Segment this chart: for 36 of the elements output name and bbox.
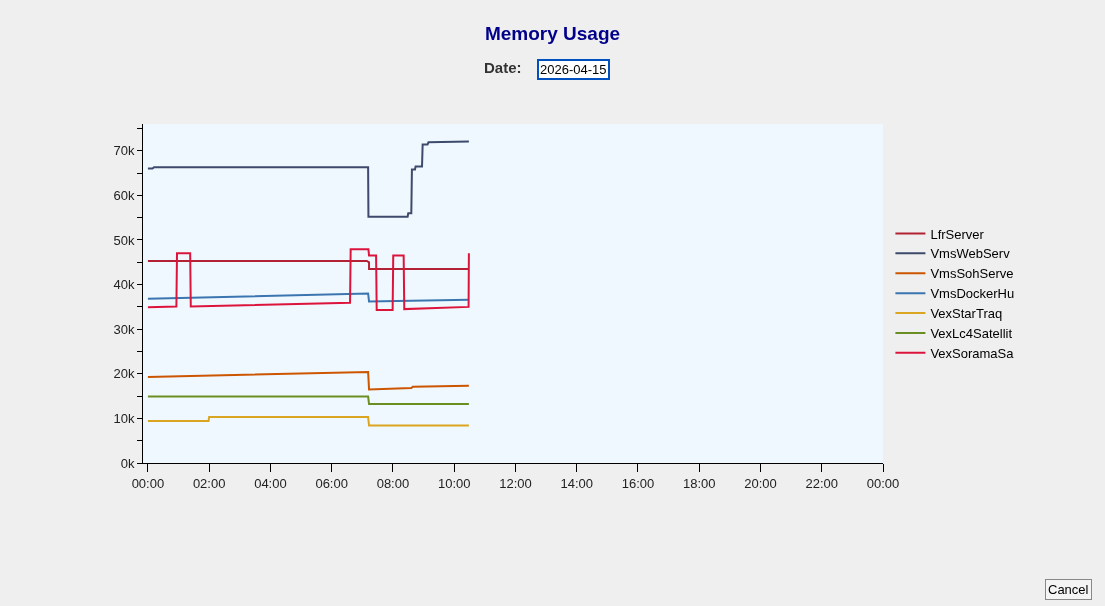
line-series <box>146 140 470 218</box>
legend-label: VmsSohServe <box>930 266 1014 282</box>
x-tick-label: 00:00 <box>866 475 900 491</box>
legend-label: VmsWebServ <box>930 246 1011 262</box>
y-tick-label: 70k <box>113 143 135 159</box>
y-tick-label: 20k <box>113 366 135 382</box>
x-tick-label: 14:00 <box>560 475 593 491</box>
legend-label: VexLc4Satellit <box>930 326 1013 342</box>
text: Cancel <box>1048 582 1089 597</box>
legend-label: VmsDockerHu <box>930 286 1015 302</box>
legend-label: VexStarTraq <box>930 306 1003 322</box>
x-tick-label: 10:00 <box>437 475 471 491</box>
y-tick-label: 50k <box>113 232 135 248</box>
line-series <box>146 248 470 311</box>
legend-label: LfrServer <box>930 226 985 242</box>
y-tick-label: 30k <box>113 321 135 337</box>
y-tick-label: 0k <box>120 455 135 471</box>
x-tick-label: 22:00 <box>805 475 839 491</box>
text: 2026-04-15 <box>540 62 607 77</box>
x-tick-label: 00:00 <box>131 475 165 491</box>
y-tick-label: 40k <box>113 277 135 293</box>
x-tick-label: 08:00 <box>376 475 410 491</box>
y-tick-label: 60k <box>113 187 135 203</box>
x-tick-label: 04:00 <box>254 475 287 491</box>
x-tick-label: 16:00 <box>621 475 655 491</box>
text: Date: <box>484 59 522 76</box>
line-series <box>146 292 470 303</box>
chart-title: Memory Usage <box>484 22 621 44</box>
x-tick-label: 18:00 <box>682 475 716 491</box>
y-tick-label: 10k <box>113 410 135 426</box>
x-tick-label: 12:00 <box>499 475 532 491</box>
x-tick-label: 02:00 <box>192 475 226 491</box>
x-tick-label: 06:00 <box>315 475 348 491</box>
x-tick-label: 20:00 <box>744 475 777 491</box>
line-series <box>146 371 470 391</box>
legend-label: VexSoramaSa <box>930 345 1015 361</box>
